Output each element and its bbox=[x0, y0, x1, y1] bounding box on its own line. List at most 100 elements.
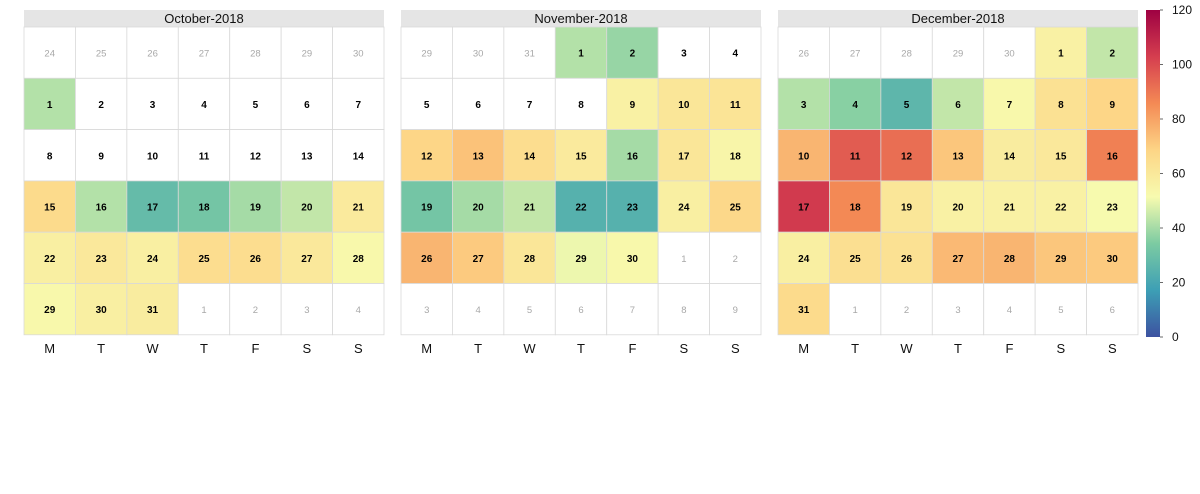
day-cell bbox=[452, 231, 505, 284]
day-cell bbox=[177, 129, 231, 182]
month-title: November-2018 bbox=[534, 11, 627, 26]
day-cell bbox=[709, 180, 762, 233]
day-number: 12 bbox=[421, 151, 433, 162]
day-cell bbox=[709, 129, 762, 182]
day-cell bbox=[75, 77, 128, 131]
colorbar-tick-label: 20 bbox=[1172, 276, 1186, 290]
day-number: 19 bbox=[901, 203, 913, 214]
day-cell bbox=[1034, 26, 1087, 79]
weekday-label: W bbox=[900, 341, 913, 356]
colorbar-tick-label: 60 bbox=[1172, 167, 1186, 181]
day-number: 25 bbox=[96, 49, 107, 60]
day-number: 2 bbox=[733, 254, 738, 265]
day-number: 1 bbox=[47, 100, 53, 111]
day-number: 2 bbox=[98, 100, 104, 111]
day-number: 24 bbox=[44, 49, 55, 60]
day-cell bbox=[829, 180, 882, 233]
day-cell bbox=[554, 180, 608, 233]
day-number: 3 bbox=[801, 100, 807, 111]
day-cell bbox=[332, 231, 385, 284]
day-number: 27 bbox=[850, 49, 861, 60]
day-number: 19 bbox=[421, 203, 433, 214]
colorbar-legend: 0 20 40 60 80 100 120 bbox=[1146, 3, 1192, 344]
day-cell bbox=[332, 129, 385, 182]
weekday-label: F bbox=[628, 341, 636, 356]
day-number: 2 bbox=[1110, 49, 1116, 60]
day-cell bbox=[452, 180, 505, 233]
day-number: 25 bbox=[730, 203, 742, 214]
day-cell bbox=[554, 77, 608, 131]
day-cell bbox=[177, 180, 231, 233]
day-number: 1 bbox=[201, 305, 206, 316]
day-cell bbox=[983, 231, 1036, 284]
day-cell bbox=[931, 129, 985, 182]
day-cell bbox=[280, 26, 333, 79]
day-cell bbox=[452, 283, 505, 336]
day-number: 30 bbox=[353, 49, 364, 60]
day-cell bbox=[657, 231, 710, 284]
day-number: 10 bbox=[147, 151, 159, 162]
colorbar-tick-label: 40 bbox=[1172, 221, 1186, 235]
day-cell bbox=[983, 77, 1036, 131]
day-number: 11 bbox=[199, 151, 210, 162]
day-number: 12 bbox=[901, 151, 913, 162]
day-cell bbox=[126, 180, 179, 233]
day-number: 1 bbox=[681, 254, 686, 265]
day-number: 27 bbox=[473, 254, 485, 265]
day-cell bbox=[332, 26, 385, 79]
day-number: 29 bbox=[953, 49, 964, 60]
day-number: 13 bbox=[473, 151, 485, 162]
month-title: December-2018 bbox=[911, 11, 1004, 26]
day-number: 7 bbox=[356, 100, 362, 111]
colorbar-tick-label: 0 bbox=[1172, 330, 1179, 344]
day-cell bbox=[126, 231, 179, 284]
day-number: 8 bbox=[47, 151, 53, 162]
colorbar-tick-label: 100 bbox=[1172, 58, 1192, 72]
day-number: 1 bbox=[852, 305, 857, 316]
day-number: 20 bbox=[952, 203, 964, 214]
day-number: 4 bbox=[356, 305, 361, 316]
day-cell bbox=[829, 231, 882, 284]
day-number: 9 bbox=[630, 100, 636, 111]
day-number: 7 bbox=[630, 305, 635, 316]
day-cell bbox=[177, 283, 231, 336]
day-cell bbox=[606, 180, 659, 233]
day-number: 14 bbox=[524, 151, 536, 162]
weekday-label: T bbox=[577, 341, 585, 356]
weekday-label: S bbox=[1057, 341, 1066, 356]
day-number: 17 bbox=[678, 151, 690, 162]
day-cell bbox=[880, 283, 933, 336]
day-cell bbox=[503, 180, 556, 233]
day-number: 24 bbox=[147, 254, 159, 265]
day-number: 13 bbox=[952, 151, 964, 162]
day-cell bbox=[177, 77, 231, 131]
day-number: 8 bbox=[681, 305, 686, 316]
day-cell bbox=[332, 180, 385, 233]
day-cell bbox=[23, 283, 76, 336]
colorbar-tick-label: 120 bbox=[1172, 3, 1192, 17]
day-number: 30 bbox=[96, 305, 108, 316]
day-cell bbox=[332, 77, 385, 131]
day-number: 5 bbox=[253, 100, 259, 111]
day-cell bbox=[606, 129, 659, 182]
day-number: 10 bbox=[678, 100, 690, 111]
day-number: 29 bbox=[302, 49, 313, 60]
day-number: 17 bbox=[147, 203, 159, 214]
day-number: 23 bbox=[627, 203, 639, 214]
day-cell bbox=[931, 180, 985, 233]
day-cell bbox=[23, 180, 76, 233]
day-number: 23 bbox=[1107, 203, 1119, 214]
day-cell bbox=[23, 231, 76, 284]
day-number: 19 bbox=[250, 203, 262, 214]
day-cell bbox=[606, 77, 659, 131]
day-cell bbox=[983, 26, 1036, 79]
day-number: 20 bbox=[473, 203, 485, 214]
day-number: 27 bbox=[952, 254, 964, 265]
day-cell bbox=[983, 180, 1036, 233]
day-cell bbox=[931, 77, 985, 131]
weekday-label: T bbox=[97, 341, 105, 356]
day-number: 18 bbox=[850, 203, 862, 214]
day-cell bbox=[554, 283, 608, 336]
month-title-strip bbox=[24, 10, 385, 27]
